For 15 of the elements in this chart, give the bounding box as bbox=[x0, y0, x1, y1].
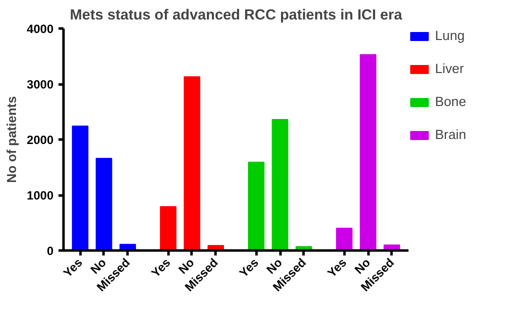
legend-label: Bone bbox=[435, 94, 466, 109]
y-tick-label: 3000 bbox=[26, 78, 54, 92]
x-tick-label: Yes bbox=[324, 255, 350, 280]
legend-label: Lung bbox=[435, 28, 465, 43]
x-tick-label: Yes bbox=[148, 255, 174, 280]
x-tick-label: Yes bbox=[236, 255, 262, 280]
legend-label: Brain bbox=[435, 127, 466, 142]
y-tick-label: 2000 bbox=[26, 133, 54, 147]
x-tick-label: Yes bbox=[60, 255, 86, 280]
legend-label: Liver bbox=[435, 61, 464, 76]
y-tick-label: 4000 bbox=[26, 22, 54, 36]
chart-title: Mets status of advanced RCC patients in ICI era bbox=[70, 8, 403, 24]
y-tick-label: 1000 bbox=[26, 188, 54, 202]
y-tick-label: 0 bbox=[46, 244, 54, 258]
y-axis-title: No of patients bbox=[4, 96, 19, 183]
